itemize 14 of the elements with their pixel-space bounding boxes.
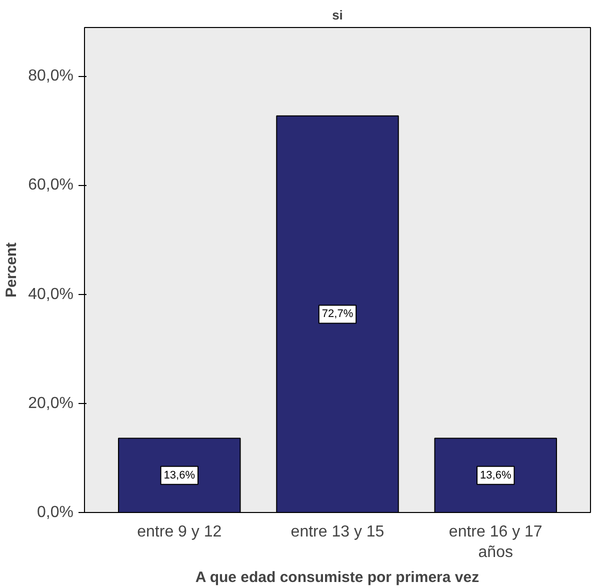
y-axis-title: Percent bbox=[3, 242, 20, 298]
x-tick-label: entre 16 y 17 años bbox=[448, 524, 542, 561]
x-tick-label: entre 9 y 12 bbox=[137, 524, 222, 540]
y-tick-label: 40,0% bbox=[28, 286, 74, 303]
x-axis-title: A que edad consumiste por primera vez bbox=[195, 568, 480, 586]
y-tick-label: 0,0% bbox=[37, 504, 74, 521]
data-label: 13,6% bbox=[164, 469, 196, 482]
x-tick-label: entre 13 y 15 bbox=[290, 524, 384, 540]
data-label: 13,6% bbox=[480, 469, 512, 482]
data-label: 72,7% bbox=[322, 308, 354, 320]
y-tick-label: 80,0% bbox=[28, 68, 74, 85]
chart-title: si bbox=[332, 8, 343, 22]
y-tick-label: 20,0% bbox=[28, 394, 74, 412]
y-tick-label: 60,0% bbox=[28, 176, 74, 194]
